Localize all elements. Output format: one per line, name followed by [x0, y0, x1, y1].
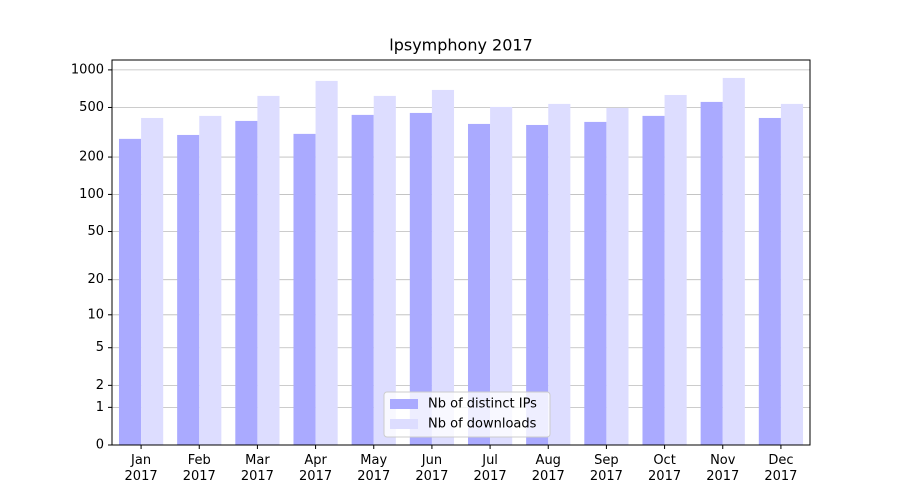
bar — [351, 114, 374, 445]
bar — [118, 138, 142, 446]
bar — [373, 95, 396, 446]
y-tick-label: 10 — [87, 307, 104, 322]
bar — [235, 120, 258, 446]
bar — [642, 115, 665, 445]
x-tick-label: Jun 2017 — [415, 453, 449, 484]
bar — [758, 117, 781, 446]
y-tick-label: 5 — [96, 340, 104, 355]
x-tick-label: Sep 2017 — [589, 453, 623, 484]
bar — [700, 101, 723, 445]
bar — [177, 134, 200, 445]
bar — [315, 80, 338, 446]
x-tick-label: Aug 2017 — [531, 453, 565, 484]
y-tick-label: 1000 — [71, 62, 104, 77]
y-tick-label: 100 — [79, 187, 104, 202]
x-tick-label: Nov 2017 — [706, 453, 740, 484]
bar — [548, 103, 571, 446]
plot-frame — [111, 59, 811, 446]
bar — [584, 121, 607, 446]
x-tick-label: Apr 2017 — [299, 453, 333, 484]
bar — [606, 107, 629, 446]
bar — [141, 117, 164, 446]
x-tick-label: May 2017 — [357, 453, 391, 484]
chart-title: lpsymphony 2017 — [389, 36, 533, 55]
bar — [257, 95, 280, 446]
y-tick-label: 50 — [87, 224, 104, 239]
x-tick-label: Feb 2017 — [182, 453, 216, 484]
x-tick-label: Jan 2017 — [124, 453, 158, 484]
x-tick-label: Jul 2017 — [473, 453, 507, 484]
legend-box — [383, 391, 551, 438]
bar — [780, 103, 804, 446]
y-tick-label: 0 — [96, 438, 104, 453]
legend-swatch — [390, 399, 418, 409]
legend-label: Nb of downloads — [428, 417, 537, 432]
y-tick-label: 500 — [79, 100, 104, 115]
bar — [722, 77, 745, 446]
y-tick-label: 2 — [96, 378, 104, 393]
bar — [431, 89, 455, 446]
bar — [293, 133, 316, 445]
bar — [467, 123, 491, 445]
bar — [664, 94, 687, 445]
x-tick-label: Oct 2017 — [648, 453, 682, 484]
bar — [199, 115, 222, 445]
bar — [526, 124, 549, 446]
bar — [490, 106, 513, 445]
y-tick-label: 20 — [87, 272, 104, 287]
x-tick-label: Dec 2017 — [764, 453, 798, 484]
legend-swatch — [390, 419, 418, 429]
y-tick-label: 1 — [96, 400, 104, 415]
y-tick-label: 200 — [79, 150, 104, 165]
bar — [409, 112, 432, 446]
legend-label: Nb of distinct IPs — [428, 397, 537, 412]
x-tick-label: Mar 2017 — [240, 453, 274, 484]
